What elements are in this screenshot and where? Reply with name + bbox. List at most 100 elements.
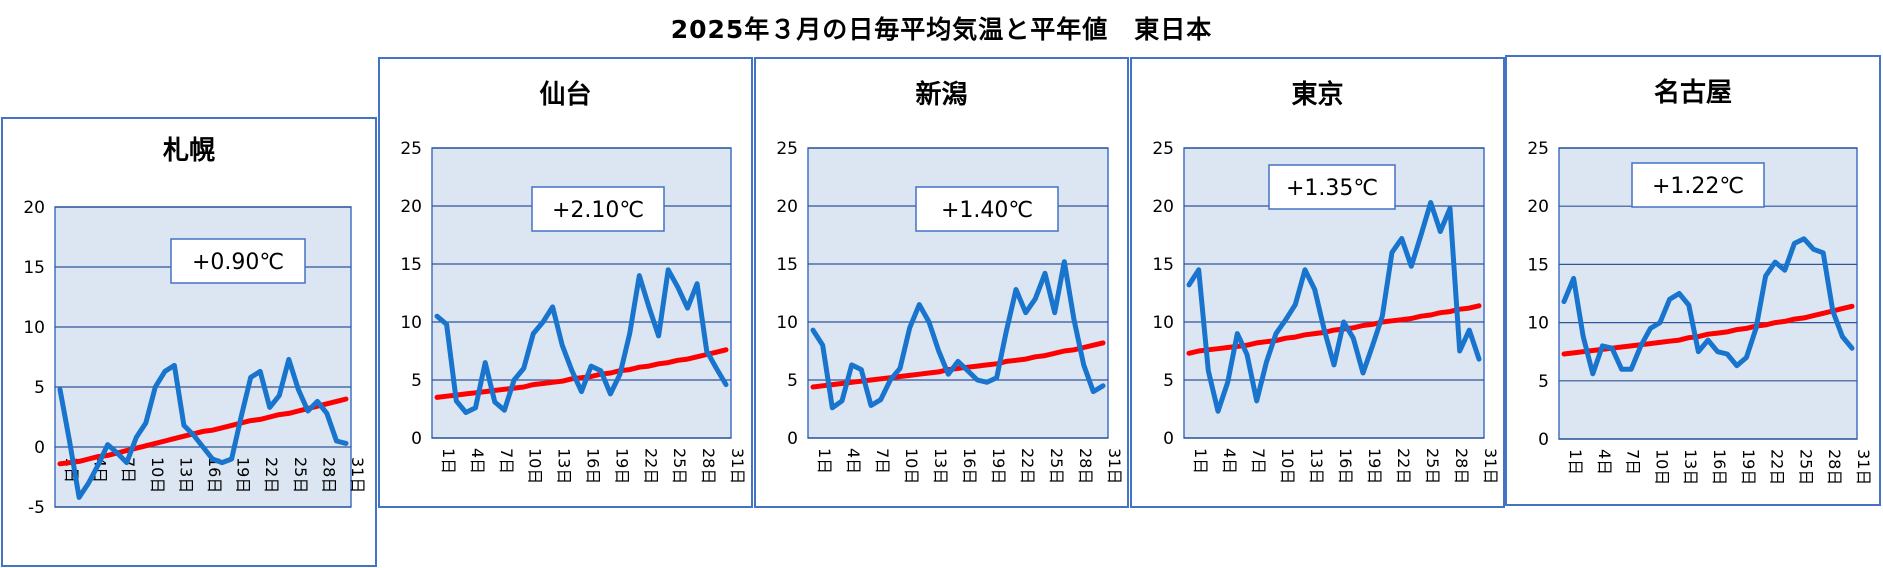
- x-tick-label: 19日: [1365, 448, 1384, 484]
- y-tick-label: 15: [776, 255, 798, 275]
- chart-title: 新潟: [915, 79, 967, 110]
- x-tick-label: 31日: [1481, 448, 1500, 484]
- chart-panel-sapporo: 札幌 -5 0 5 10 15 20 1日 4日 7日 10日 13日 16日 19日 22日 25日 28日 3…: [1, 117, 377, 567]
- daily-average-temperature-line: [1561, 236, 1855, 377]
- annotation-box: [1631, 162, 1765, 208]
- x-tick-label: 13日: [1307, 448, 1326, 484]
- x-tick-label: 7日: [873, 448, 892, 474]
- x-tick-label: 22日: [262, 457, 281, 493]
- x-tick-label: 16日: [205, 457, 224, 493]
- x-tick-label: 22日: [641, 448, 660, 484]
- x-tick-label: 1日: [1191, 448, 1210, 474]
- y-tick-label: 0: [787, 429, 798, 449]
- y-tick-label: 10: [1527, 314, 1549, 334]
- x-tick-label: 4日: [468, 448, 487, 474]
- y-tick-label: 10: [776, 313, 798, 333]
- annotation-box: [170, 238, 306, 284]
- anomaly-annotation: +1.40℃: [915, 186, 1059, 232]
- x-tick-label: 10日: [1652, 449, 1671, 485]
- x-tick-label: 1日: [1566, 449, 1585, 475]
- x-tick-label: 19日: [234, 457, 253, 493]
- daily-average-temperature-line: [434, 267, 729, 415]
- chart-title: 仙台: [539, 79, 591, 110]
- y-tick-label: -5: [28, 498, 45, 518]
- x-tick-label: 19日: [612, 448, 631, 484]
- x-tick-label: 22日: [1394, 448, 1413, 484]
- y-tick-label: 5: [787, 371, 798, 391]
- chart-svg-niigata: 新潟 0 5 10 15 20 25 1日 4日 7日 10日 13日 16日 19日 22日 25日 28日 3…: [776, 79, 1124, 484]
- x-tick-label: 28日: [1076, 448, 1095, 484]
- annotation-text: +0.90℃: [192, 250, 284, 275]
- x-tick-label: 10日: [902, 448, 921, 484]
- plot-area: [1183, 147, 1485, 439]
- y-tick-label: 20: [1152, 197, 1174, 217]
- y-tick-label: 5: [411, 371, 422, 391]
- annotation-box: [531, 186, 665, 232]
- x-tick-label: 28日: [699, 448, 718, 484]
- x-tick-label: 25日: [670, 448, 689, 484]
- x-tick-label: 10日: [1278, 448, 1297, 484]
- x-tick-label: 31日: [1105, 448, 1124, 484]
- daily-average-temperature-line: [810, 259, 1106, 411]
- y-tick-label: 0: [1538, 430, 1549, 450]
- annotation-box: [1268, 164, 1396, 210]
- x-tick-label: 13日: [555, 448, 574, 484]
- x-tick-label: 28日: [319, 457, 338, 493]
- x-tick-label: 28日: [1452, 448, 1471, 484]
- y-tick-label: 15: [1152, 255, 1174, 275]
- anomaly-annotation: +2.10℃: [531, 186, 665, 232]
- x-tick-label: 13日: [176, 457, 195, 493]
- normal-temperature-line: [810, 340, 1106, 390]
- x-tick-label: 1日: [439, 448, 458, 474]
- y-tick-label: 0: [411, 429, 422, 449]
- x-tick-label: 19日: [989, 448, 1008, 484]
- x-tick-label: 16日: [584, 448, 603, 484]
- y-tick-label: 25: [776, 139, 798, 159]
- chart-panel-niigata: 新潟 0 5 10 15 20 25 1日 4日 7日 10日 13日 16日 19日 22日 25日 28日 3…: [754, 57, 1129, 508]
- y-tick-label: 15: [400, 255, 422, 275]
- y-tick-label: 20: [23, 198, 45, 218]
- daily-average-temperature-line: [1186, 200, 1482, 414]
- x-tick-label: 16日: [960, 448, 979, 484]
- y-tick-label: 5: [1163, 371, 1174, 391]
- chart-title: 札幌: [163, 136, 215, 166]
- y-tick-label: 20: [400, 197, 422, 217]
- x-tick-label: 7日: [119, 457, 138, 483]
- anomaly-annotation: +1.22℃: [1631, 162, 1765, 208]
- annotation-text: +1.22℃: [1652, 174, 1744, 199]
- x-tick-label: 31日: [1854, 449, 1873, 485]
- normal-temperature-line: [57, 396, 349, 467]
- y-tick-label: 5: [34, 378, 45, 398]
- chart-title: 名古屋: [1654, 77, 1732, 108]
- x-tick-label: 16日: [1710, 449, 1729, 485]
- daily-average-temperature-line: [57, 356, 349, 500]
- chart-panel-nagoya: 名古屋 0 5 10 15 20 25 1日 4日 7日 10日 13日 16日 19日 22日 25日 28日…: [1505, 55, 1881, 506]
- y-tick-label: 15: [23, 258, 45, 278]
- x-tick-label: 31日: [728, 448, 747, 484]
- x-tick-label: 25日: [1423, 448, 1442, 484]
- chart-panel-sendai: 仙台 0 5 10 15 20 25 1日 4日 7日 10日 13日 16日 19日 22日 25日 28日 3…: [378, 57, 753, 508]
- x-tick-label: 4日: [1220, 448, 1239, 474]
- y-tick-label: 10: [400, 313, 422, 333]
- x-tick-label: 31日: [348, 457, 367, 493]
- x-tick-label: 28日: [1825, 449, 1844, 485]
- y-tick-label: 20: [1527, 197, 1549, 217]
- x-tick-label: 4日: [91, 457, 110, 483]
- x-tick-label: 4日: [844, 448, 863, 474]
- y-tick-label: 25: [400, 139, 422, 159]
- page-title: 2025年３月の日毎平均気温と平年値 東日本: [670, 15, 1213, 44]
- x-tick-label: 25日: [291, 457, 310, 493]
- y-tick-label: 25: [1527, 139, 1549, 159]
- chart-svg-sendai: 仙台 0 5 10 15 20 25 1日 4日 7日 10日 13日 16日 19日 22日 25日 28日 3…: [400, 79, 747, 484]
- normal-temperature-line: [434, 347, 729, 400]
- y-tick-label: 20: [776, 197, 798, 217]
- annotation-box: [915, 186, 1059, 232]
- x-tick-label: 22日: [1768, 449, 1787, 485]
- anomaly-annotation: +0.90℃: [170, 238, 306, 284]
- y-tick-label: 10: [1152, 313, 1174, 333]
- chart-panel-tokyo: 東京 0 5 10 15 20 25 1日 4日 7日 10日 13日 16日 19日 22日 25日 28日 3…: [1130, 57, 1505, 508]
- x-tick-label: 4日: [1595, 449, 1614, 475]
- annotation-text: +1.35℃: [1286, 176, 1378, 201]
- chart-svg-tokyo: 東京 0 5 10 15 20 25 1日 4日 7日 10日 13日 16日 19日 22日 25日 28日 3…: [1152, 79, 1500, 484]
- x-tick-label: 16日: [1336, 448, 1355, 484]
